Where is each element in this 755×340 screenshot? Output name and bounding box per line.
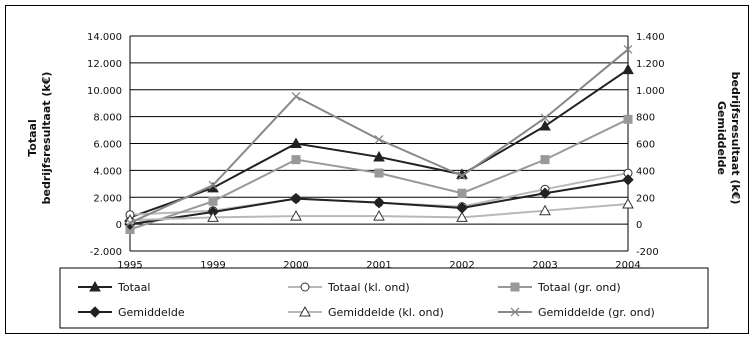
right-tick-label: 800 <box>636 113 655 124</box>
legend: Totaal Totaal (kl. ond) Totaal (gr. ond) Ge… <box>78 280 655 319</box>
point-marker <box>373 196 385 209</box>
x-tick-label: 2003 <box>532 260 557 271</box>
point-marker <box>374 168 384 178</box>
x-marker-stroke <box>540 113 550 123</box>
left-tick-label: 14.000 <box>87 32 122 43</box>
x-axis-ticks: 1995 1999 2000 2001 2002 2003 2004 <box>117 260 640 271</box>
x-marker-stroke <box>208 180 218 190</box>
legend-label: Totaal (gr. ond) <box>537 281 621 294</box>
right-tick-label: 0 <box>636 220 642 231</box>
point-marker <box>373 150 385 162</box>
series-lines <box>124 44 634 234</box>
point-marker <box>623 44 633 54</box>
point-marker <box>457 171 467 181</box>
legend-label: Gemiddelde <box>118 306 185 319</box>
point-marker <box>290 137 302 148</box>
point-marker <box>539 187 551 199</box>
gridlines <box>129 35 629 252</box>
left-tick-label: 8.000 <box>93 113 122 124</box>
point-marker <box>208 196 218 206</box>
point-marker <box>299 305 311 317</box>
point-marker <box>622 197 634 209</box>
left-tick-label: 4.000 <box>93 166 122 177</box>
point-marker <box>622 63 634 75</box>
x-marker-stroke <box>125 218 135 228</box>
right-tick-label: -200 <box>636 247 659 258</box>
left-axis-ticks: -2.000 0 2.000 4.000 6.000 8.000 10.000 12.000 1… <box>87 32 122 258</box>
point-marker <box>208 180 218 190</box>
right-axis-ticks: -200 0 200 400 600 800 1.000 1.200 1.400 <box>636 32 665 258</box>
right-tick-label: 1.200 <box>636 59 665 70</box>
right-tick-label: 600 <box>636 140 655 151</box>
x-tick-label: 2001 <box>366 260 391 271</box>
right-tick-label: 1.000 <box>636 86 665 97</box>
point-marker <box>373 210 385 221</box>
point-marker <box>290 192 302 205</box>
point-marker <box>125 218 135 228</box>
point-marker <box>622 174 634 186</box>
left-tick-label: -2.000 <box>90 247 122 258</box>
left-tick-label: 0 <box>116 220 122 231</box>
point-marker <box>374 135 384 144</box>
legend-label: Totaal <box>117 281 150 294</box>
point-marker <box>290 210 302 221</box>
left-tick-label: 6.000 <box>93 140 122 151</box>
x-marker-stroke <box>374 135 384 144</box>
point-marker <box>510 282 520 292</box>
left-tick-label: 10.000 <box>87 86 122 97</box>
point-marker <box>540 155 550 165</box>
point-marker <box>207 211 219 222</box>
point-marker <box>539 204 551 216</box>
legend-box <box>59 267 709 329</box>
right-axis-title-line2: bedrijfsresultaat (k€) <box>729 72 742 205</box>
x-tick-label: 1995 <box>117 260 142 271</box>
x-marker-stroke <box>510 307 520 317</box>
x-tick-label: 2000 <box>283 260 308 271</box>
point-marker <box>510 307 520 317</box>
x-tick-label: 2002 <box>449 260 474 271</box>
left-axis-title-line1: Totaal <box>26 119 39 156</box>
legend-label: Gemiddelde (gr. ond) <box>538 306 655 319</box>
left-tick-label: 12.000 <box>87 59 122 70</box>
point-marker <box>540 113 550 123</box>
left-axis-title-line2: bedrijfsresultaat (k€) <box>40 72 53 205</box>
right-axis-title-line1: Gemiddelde <box>715 101 728 175</box>
right-tick-label: 400 <box>636 166 655 177</box>
point-marker <box>300 282 310 292</box>
point-marker <box>291 155 301 165</box>
x-tick-label: 2004 <box>615 260 640 271</box>
right-tick-label: 1.400 <box>636 32 665 43</box>
x-marker-stroke <box>457 171 467 181</box>
x-tick-label: 1999 <box>200 260 225 271</box>
left-tick-label: 2.000 <box>93 193 122 204</box>
point-marker <box>539 120 551 131</box>
series-line <box>129 172 629 216</box>
point-marker <box>291 92 301 101</box>
legend-label: Totaal (kl. ond) <box>327 281 410 294</box>
x-marker-stroke <box>291 92 301 101</box>
point-marker <box>457 188 467 198</box>
point-marker <box>623 114 633 124</box>
point-marker <box>89 306 101 318</box>
legend-label: Gemiddelde (kl. ond) <box>328 306 444 319</box>
point-marker <box>89 280 101 292</box>
x-marker-stroke <box>623 44 633 54</box>
right-tick-label: 200 <box>636 193 655 204</box>
point-marker <box>456 211 468 222</box>
